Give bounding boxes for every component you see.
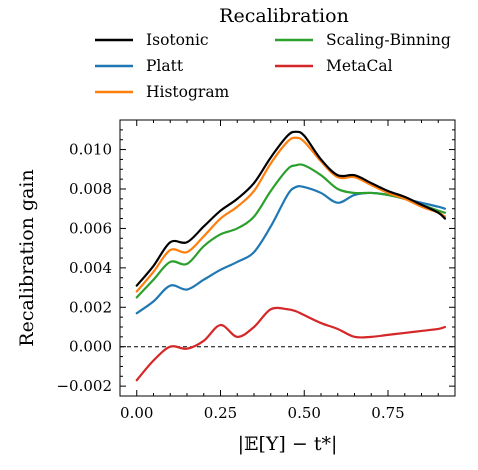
x-axis-ticks: 0.00 0.25 0.50 0.75 [120, 120, 456, 422]
y-tick-label: 0.000 [69, 338, 112, 356]
legend-label: Platt [146, 57, 184, 75]
legend-label: MetaCal [326, 57, 393, 75]
legend-label: Scaling-Binning [326, 31, 451, 49]
x-axis-label: |𝔼[Y] − t*| [238, 433, 338, 455]
series-line-isotonic [135, 130, 447, 287]
y-tick-label: 0.008 [69, 180, 112, 198]
y-axis-ticks: −0.002 0.000 0.002 0.004 0.006 0.008 0.010 [56, 119, 455, 397]
legend: Recalibration Isotonic Scaling-Binning Pla… [95, 5, 451, 101]
series-group [135, 130, 447, 382]
legend-entries: Isotonic Scaling-Binning Platt MetaCal Histo… [95, 31, 451, 101]
series-line-platt [135, 185, 447, 315]
x-tick-label: 0.50 [288, 404, 321, 422]
legend-entry-platt: Platt [95, 57, 184, 75]
legend-title: Recalibration [219, 5, 349, 27]
x-tick-label: 0.00 [120, 404, 153, 422]
y-tick-label: 0.010 [69, 141, 112, 159]
series-line-scaling-binning [135, 163, 447, 299]
series-line-histogram [135, 136, 447, 293]
y-axis-label: Recalibration gain [16, 169, 38, 346]
legend-entry-histogram: Histogram [95, 83, 230, 101]
x-tick-label: 0.75 [371, 404, 404, 422]
legend-entry-scaling-binning: Scaling-Binning [275, 31, 451, 49]
y-tick-label: 0.006 [69, 219, 112, 237]
y-tick-label: 0.002 [69, 298, 112, 316]
plot-area: 0.00 0.25 0.50 0.75 −0.002 0.000 0.002 0.004 0.… [56, 119, 456, 422]
legend-label: Isotonic [146, 31, 209, 49]
legend-entry-metacal: MetaCal [275, 57, 393, 75]
plot-frame [119, 119, 456, 397]
legend-label: Histogram [146, 83, 230, 101]
x-tick-label: 0.25 [204, 404, 237, 422]
y-tick-label: 0.004 [69, 259, 112, 277]
legend-entry-isotonic: Isotonic [95, 31, 209, 49]
series-line-metacal [135, 306, 447, 382]
y-tick-label: −0.002 [56, 377, 112, 395]
